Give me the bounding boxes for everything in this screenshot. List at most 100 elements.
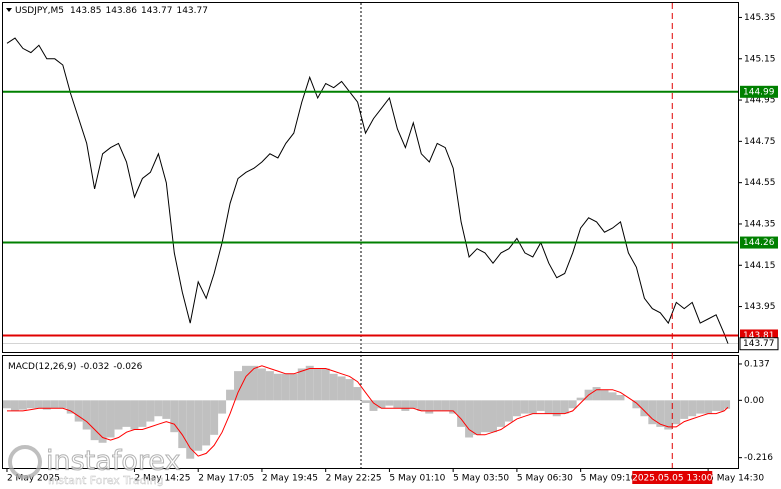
- histogram-bar: [441, 400, 450, 411]
- histogram-bar: [568, 400, 577, 409]
- histogram-bar: [202, 400, 211, 446]
- logo: [8, 445, 42, 479]
- histogram-bar: [10, 400, 19, 411]
- histogram-bar: [712, 400, 721, 411]
- current-price-label: 143.77: [743, 339, 775, 349]
- histogram-bar: [90, 400, 99, 441]
- histogram-bar: [512, 400, 521, 417]
- histogram-bar: [281, 373, 290, 401]
- histogram-bar: [433, 400, 442, 411]
- histogram-bar: [704, 400, 713, 414]
- histogram-bar: [178, 400, 187, 449]
- histogram-bar: [154, 400, 163, 417]
- histogram-bar: [696, 400, 705, 414]
- high: 143.86: [105, 6, 137, 16]
- menu-arrow: [6, 8, 12, 12]
- histogram-bar: [457, 400, 466, 427]
- signal-value: -0.026: [113, 362, 142, 372]
- histogram-bar: [616, 395, 625, 401]
- histogram-bar: [417, 400, 426, 411]
- cursor-label: 2025.05.05 13:00: [632, 474, 713, 484]
- histogram-bar: [26, 400, 35, 409]
- histogram-bar: [592, 387, 601, 401]
- current-price-box: [739, 337, 779, 351]
- histogram-bar: [648, 400, 657, 425]
- y-tick-label: 0.00: [744, 396, 764, 406]
- histogram-bar: [257, 368, 266, 401]
- histogram-bar: [2, 400, 11, 409]
- level-label: 144.99: [743, 87, 775, 97]
- histogram-bar: [489, 400, 497, 433]
- histogram-bar: [385, 400, 394, 406]
- histogram-bar: [42, 400, 51, 410]
- histogram-bar: [34, 400, 43, 409]
- histogram-bar: [305, 365, 314, 401]
- histogram-bar: [242, 365, 250, 401]
- histogram-bar: [345, 379, 354, 401]
- histogram-bar: [82, 400, 91, 430]
- histogram-bar: [313, 368, 322, 401]
- histogram-bar: [146, 400, 155, 422]
- histogram-bar: [377, 400, 386, 409]
- price-header: USDJPY,M5 143.85 143.86 143.77 143.77: [15, 6, 208, 16]
- x-tick-label: 5 May 01:10: [389, 474, 445, 484]
- histogram-bar: [688, 400, 697, 417]
- x-tick-label: 2 May 22:25: [326, 474, 382, 484]
- x-tick-label: 2 May 17:05: [198, 474, 254, 484]
- level-label: 144.26: [743, 238, 775, 248]
- histogram-bar: [576, 397, 585, 401]
- histogram-bar: [632, 400, 641, 409]
- y-tick-label: 144.15: [744, 261, 776, 271]
- histogram-bar: [122, 400, 131, 427]
- histogram-bar: [449, 400, 458, 414]
- histogram-bar: [18, 400, 27, 410]
- histogram-bar: [50, 400, 59, 409]
- histogram-bar: [170, 400, 179, 433]
- x-tick-label: 2 May 14:25: [134, 474, 190, 484]
- y-tick-label: 143.95: [744, 302, 776, 312]
- low: 143.77: [141, 6, 173, 16]
- histogram-bar: [672, 400, 681, 425]
- histogram-bar: [218, 400, 227, 414]
- histogram-bar: [680, 400, 689, 419]
- price-panel: [2, 2, 739, 353]
- histogram-bar: [600, 389, 609, 401]
- histogram-bar: [186, 400, 195, 459]
- histogram-bar: [528, 400, 537, 414]
- brand: instaforex: [46, 446, 180, 477]
- level-label-box: [740, 85, 778, 98]
- histogram-bar: [297, 368, 306, 401]
- histogram-bar: [194, 400, 203, 451]
- histogram-bar: [337, 376, 346, 401]
- y-tick-label: 144.95: [744, 96, 776, 106]
- y-tick-label: -0.216: [744, 453, 773, 463]
- histogram-bar: [560, 400, 569, 414]
- y-tick-label: 144.55: [744, 178, 776, 188]
- histogram-bar: [265, 371, 274, 401]
- histogram-bar: [361, 400, 370, 403]
- macd-panel: [2, 355, 739, 469]
- histogram-bar: [473, 400, 482, 435]
- cursor-label-box: [632, 471, 713, 484]
- level-label-box: [740, 236, 778, 249]
- histogram-bar: [720, 400, 725, 411]
- histogram-bar: [724, 400, 731, 409]
- watermark: instaforex Instant Forex Trading: [8, 445, 181, 487]
- histogram-bar: [353, 387, 362, 401]
- histogram-bar: [98, 400, 107, 443]
- histogram-bar: [640, 400, 649, 417]
- open: 143.85: [70, 6, 102, 16]
- x-tick-label: 5 May 03:50: [453, 474, 509, 484]
- histogram-bar: [66, 400, 75, 414]
- histogram-bar: [481, 400, 489, 433]
- x-tick-label: 5 May 09:10: [581, 474, 637, 484]
- tagline: Instant Forex Trading: [48, 474, 164, 487]
- y-tick-label: 145.35: [744, 13, 776, 23]
- x-tick-label: 5 May 06:30: [517, 474, 573, 484]
- x-tick-label: 5 May 14:30: [708, 474, 764, 484]
- histogram-bar: [162, 400, 171, 419]
- histogram-bar: [465, 400, 474, 438]
- histogram-bar: [329, 373, 338, 401]
- histogram-bar: [496, 400, 505, 427]
